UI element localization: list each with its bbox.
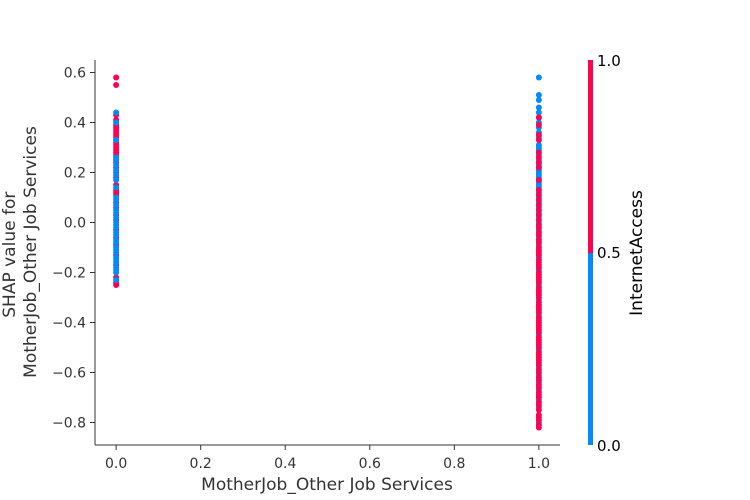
colorbar-high-segment <box>588 60 593 253</box>
x-tick-label: 0.0 <box>105 456 127 472</box>
data-point <box>113 282 120 288</box>
data-point <box>113 109 120 116</box>
data-point <box>113 232 120 238</box>
colorbar-label-max: 1.0 <box>597 52 621 70</box>
data-point <box>535 92 542 98</box>
y-tick-label: 0.2 <box>64 166 86 182</box>
x-tick-label: 0.8 <box>443 456 465 472</box>
y-tick-label: 0.6 <box>64 66 86 82</box>
data-point <box>535 239 542 246</box>
colorbar-label-mid: 0.5 <box>597 244 621 262</box>
y-tick-label: −0.6 <box>52 366 86 382</box>
x-ticks: 0.0 0.2 0.4 0.6 0.8 1.0 <box>105 445 550 472</box>
data-point <box>535 132 542 138</box>
data-point <box>113 239 120 246</box>
x-tick-label: 1.0 <box>528 456 550 472</box>
y-ticks: 0.6 0.4 0.2 0.0 −0.2 −0.4 −0.6 −0.8 <box>52 66 95 432</box>
data-point <box>535 407 542 413</box>
data-point <box>113 82 120 88</box>
data-point <box>535 362 542 368</box>
data-point <box>535 177 542 183</box>
data-point <box>113 202 120 208</box>
data-point <box>535 394 542 401</box>
y-tick-label: −0.2 <box>52 266 86 282</box>
data-point <box>535 122 542 128</box>
data-point <box>113 214 120 221</box>
data-point <box>535 97 542 103</box>
colorbar-title: InternetAccess <box>627 190 647 316</box>
data-point <box>535 294 542 301</box>
data-point <box>535 252 542 258</box>
data-point <box>535 164 542 171</box>
y-axis-title-line-1: SHAP value for <box>0 192 20 318</box>
y-axis-title-line-2: MotherJob_Other Job Services <box>21 126 41 378</box>
data-point <box>535 279 542 286</box>
data-point <box>535 212 542 218</box>
data-point <box>113 249 120 256</box>
data-point <box>535 344 542 351</box>
y-tick-label: 0.4 <box>64 116 86 132</box>
data-point <box>113 172 120 178</box>
data-point <box>113 162 120 168</box>
data-point <box>113 269 120 276</box>
data-point <box>113 137 120 143</box>
data-point <box>535 424 542 431</box>
data-point <box>535 114 542 121</box>
data-point <box>535 192 542 198</box>
x-tick-label: 0.2 <box>190 456 212 472</box>
data-point <box>113 177 120 183</box>
x-tick-label: 0.4 <box>274 456 296 472</box>
data-point <box>535 159 542 166</box>
data-point <box>535 369 542 376</box>
data-point <box>535 417 542 423</box>
data-point <box>113 119 120 126</box>
data-point <box>535 187 542 193</box>
data-points <box>113 74 542 431</box>
data-point <box>535 224 542 231</box>
data-point <box>535 384 542 391</box>
data-point <box>113 259 120 266</box>
y-tick-label: −0.8 <box>52 416 86 432</box>
data-point <box>535 202 542 208</box>
data-point <box>113 157 120 163</box>
data-point <box>535 402 542 408</box>
data-point <box>113 197 120 203</box>
data-point <box>535 264 542 271</box>
data-point <box>535 104 542 111</box>
data-point <box>535 207 542 213</box>
data-point <box>535 232 542 238</box>
data-point <box>113 74 120 81</box>
data-point <box>535 309 542 316</box>
y-tick-label: −0.4 <box>52 316 86 332</box>
data-point <box>535 197 542 203</box>
colorbar-low-segment <box>588 253 593 445</box>
data-point <box>535 137 542 143</box>
data-point <box>113 167 120 173</box>
data-point <box>113 184 120 191</box>
x-tick-label: 0.6 <box>359 456 381 472</box>
data-point <box>535 217 542 223</box>
data-point <box>113 209 120 216</box>
data-point <box>535 329 542 336</box>
data-point <box>535 109 542 116</box>
data-point <box>535 149 542 156</box>
colorbar-label-min: 0.0 <box>597 437 621 455</box>
data-point <box>113 277 120 283</box>
data-point <box>535 377 542 383</box>
data-point <box>535 154 542 161</box>
y-axis-title: SHAP value for MotherJob_Other Job Servi… <box>0 126 41 378</box>
y-tick-label: 0.0 <box>64 216 86 232</box>
x-axis-title: MotherJob_Other Job Services <box>201 475 453 495</box>
data-point <box>535 74 542 81</box>
data-point <box>113 224 120 231</box>
